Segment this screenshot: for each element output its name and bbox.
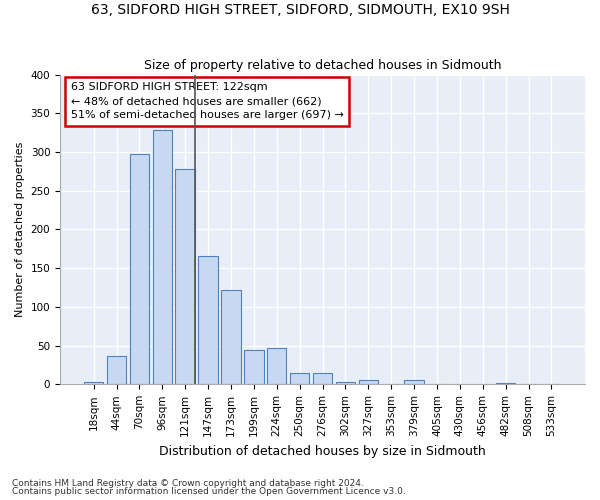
Bar xyxy=(267,348,286,385)
Bar xyxy=(335,382,355,384)
Bar xyxy=(290,374,310,384)
Bar xyxy=(244,350,263,384)
Title: Size of property relative to detached houses in Sidmouth: Size of property relative to detached ho… xyxy=(144,59,501,72)
Bar xyxy=(359,380,378,384)
Text: Contains public sector information licensed under the Open Government Licence v3: Contains public sector information licen… xyxy=(12,487,406,496)
Text: Contains HM Land Registry data © Crown copyright and database right 2024.: Contains HM Land Registry data © Crown c… xyxy=(12,478,364,488)
Text: 63 SIDFORD HIGH STREET: 122sqm
← 48% of detached houses are smaller (662)
51% of: 63 SIDFORD HIGH STREET: 122sqm ← 48% of … xyxy=(71,82,343,120)
X-axis label: Distribution of detached houses by size in Sidmouth: Distribution of detached houses by size … xyxy=(159,444,486,458)
Bar xyxy=(313,372,332,384)
Y-axis label: Number of detached properties: Number of detached properties xyxy=(15,142,25,317)
Bar xyxy=(152,130,172,384)
Bar xyxy=(404,380,424,384)
Text: 63, SIDFORD HIGH STREET, SIDFORD, SIDMOUTH, EX10 9SH: 63, SIDFORD HIGH STREET, SIDFORD, SIDMOU… xyxy=(91,2,509,16)
Bar xyxy=(199,256,218,384)
Bar xyxy=(107,356,126,384)
Bar xyxy=(130,154,149,384)
Bar xyxy=(496,383,515,384)
Bar xyxy=(175,169,195,384)
Bar xyxy=(221,290,241,384)
Bar xyxy=(84,382,103,384)
